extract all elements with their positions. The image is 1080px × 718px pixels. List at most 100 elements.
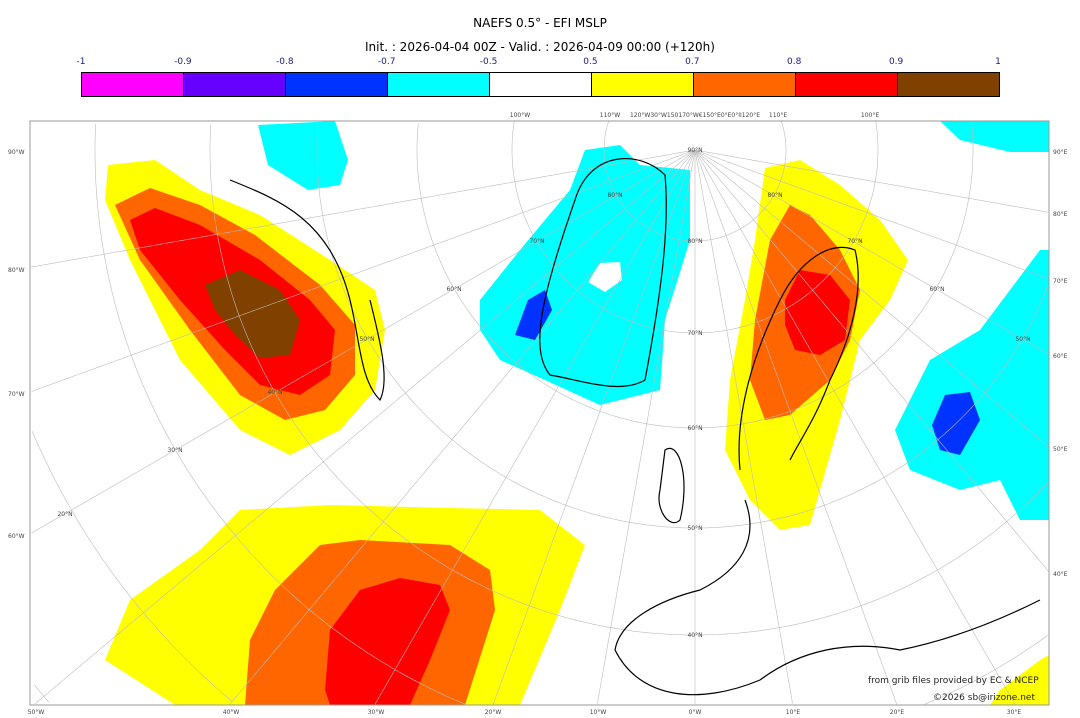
graticule-label: 80°W bbox=[8, 267, 25, 274]
parallel-line bbox=[971, 123, 974, 150]
coastlines bbox=[229, 157, 1041, 696]
meridian-line bbox=[492, 149, 696, 705]
meridian-line bbox=[694, 149, 1049, 572]
efi-area-cyan bbox=[258, 121, 348, 190]
efi-area-brown bbox=[205, 270, 300, 358]
meridian-line bbox=[694, 149, 1050, 448]
colorbar-tick-label: 0.5 bbox=[583, 57, 598, 67]
colorbar-tick-label: 1 bbox=[995, 57, 1001, 67]
graticule-label: 70°E bbox=[1053, 278, 1068, 285]
graticule-label: 10°E bbox=[786, 709, 801, 716]
graticule-label: 110°W bbox=[600, 112, 620, 119]
colorbar-swatch bbox=[184, 73, 286, 96]
graticule-label: 40°N bbox=[267, 389, 282, 396]
meridian-line bbox=[694, 149, 898, 705]
graticule-label: 40°W bbox=[223, 709, 240, 716]
meridian-line bbox=[694, 149, 1049, 355]
parallel-line bbox=[34, 684, 49, 703]
meridian-line bbox=[229, 149, 696, 705]
meridian-line bbox=[597, 149, 696, 704]
efi-area-cyan bbox=[480, 145, 690, 405]
graticule-label: 70°N bbox=[529, 238, 544, 245]
graticule-label: 0°W bbox=[689, 709, 702, 716]
graticule-label: 110°E bbox=[769, 112, 787, 119]
meridian-line bbox=[694, 149, 1016, 705]
graticule-label: 90°E bbox=[1053, 149, 1068, 156]
scandinavia-coast bbox=[738, 246, 859, 471]
meridian-line bbox=[31, 149, 696, 534]
parallel-line bbox=[781, 121, 787, 150]
graticule-label: 30°W bbox=[368, 709, 385, 716]
efi-area-cyan bbox=[895, 250, 1049, 520]
graticule-label: 100°E bbox=[861, 112, 879, 119]
graticule-label: 90°N bbox=[687, 147, 702, 154]
efi-area-cyan bbox=[940, 121, 1049, 152]
colorbar-tick-label: -0.9 bbox=[174, 57, 192, 67]
parallel-line bbox=[511, 121, 879, 334]
graticule-label: 60°N bbox=[929, 286, 944, 293]
graticule-label: 90°W bbox=[8, 149, 25, 156]
graticule-label: 20°E bbox=[890, 709, 905, 716]
colorbar-tick-label: -0.5 bbox=[479, 57, 498, 67]
efi-area-red bbox=[325, 578, 450, 705]
graticule-label: 30°E bbox=[1007, 709, 1022, 716]
parallel-line bbox=[416, 123, 974, 429]
copyright: ©2026 sb@irizone.net bbox=[933, 693, 1035, 703]
europe-coast bbox=[614, 499, 1041, 696]
graticule-label: 10°W bbox=[590, 709, 607, 716]
meridian-line bbox=[34, 149, 696, 705]
canada-coast bbox=[229, 179, 385, 402]
meridian-line bbox=[694, 149, 793, 704]
graticule-label: 80°E bbox=[1053, 211, 1068, 218]
efi-area-white-hole bbox=[588, 262, 622, 292]
graticule-label: 60°N bbox=[687, 425, 702, 432]
colorbar-swatch bbox=[490, 73, 592, 96]
parallel-line bbox=[94, 123, 466, 705]
graticule-label: 80°N bbox=[607, 192, 622, 199]
colorbar-tick-label: 0.9 bbox=[888, 57, 904, 67]
colorbar-tick-label: -0.8 bbox=[275, 57, 294, 67]
colorbar-tick-label: -1 bbox=[76, 57, 86, 67]
graticule-label: 50°N bbox=[687, 525, 702, 532]
colorbar bbox=[81, 72, 1000, 97]
graticule-label: 40°N bbox=[687, 632, 702, 639]
colorbar-tick-label: 0.7 bbox=[685, 57, 700, 67]
meridian-line bbox=[31, 149, 696, 268]
graticule-label: 50°E bbox=[1053, 446, 1068, 453]
source-credit: from grib files provided by EC & NCEP bbox=[868, 676, 1039, 686]
graticule-label: 60°E bbox=[1053, 353, 1068, 360]
parallel-line bbox=[875, 121, 879, 150]
chart-subtitle: Init. : 2026-04-04 00Z - Valid. : 2026-0… bbox=[365, 40, 715, 54]
parallel-line bbox=[924, 635, 1048, 705]
graticule-label: 80°N bbox=[687, 238, 702, 245]
parallel-line bbox=[31, 431, 233, 702]
graticule-label: 60°N bbox=[446, 286, 461, 293]
colorbar-swatch bbox=[286, 73, 388, 96]
colorbar-swatch bbox=[388, 73, 490, 96]
graticule-label: 70°N bbox=[687, 330, 702, 337]
colorbar-tick-label: 0.8 bbox=[787, 57, 802, 67]
efi-area-blue bbox=[515, 290, 552, 340]
graticule-label: 30°N bbox=[167, 447, 182, 454]
britain-coast bbox=[658, 447, 685, 524]
map-frame bbox=[29, 120, 1050, 706]
graticule-label: 70°N bbox=[847, 238, 862, 245]
graticule-label: 40°E bbox=[1053, 571, 1068, 578]
graticule-label: 20°W bbox=[485, 709, 502, 716]
graticule-label: 100°W bbox=[510, 112, 530, 119]
colorbar-swatch bbox=[82, 73, 184, 96]
meridian-line bbox=[694, 149, 1049, 279]
graticule-label: 50°N bbox=[1015, 336, 1030, 343]
graticule-label: 50°W bbox=[28, 709, 45, 716]
meridian-line bbox=[374, 149, 696, 705]
greenland-coast bbox=[539, 157, 667, 387]
graticule-label: 70°W bbox=[8, 391, 25, 398]
meridian-line bbox=[31, 149, 696, 392]
graticule-label: 50°N bbox=[359, 336, 374, 343]
chart-title: NAEFS 0.5° - EFI MSLP bbox=[473, 16, 607, 30]
efi-area-yellow bbox=[990, 655, 1049, 705]
parallel-line bbox=[316, 123, 1049, 529]
colorbar-tick-label: -0.7 bbox=[377, 57, 396, 67]
colorbar-swatch bbox=[694, 73, 796, 96]
